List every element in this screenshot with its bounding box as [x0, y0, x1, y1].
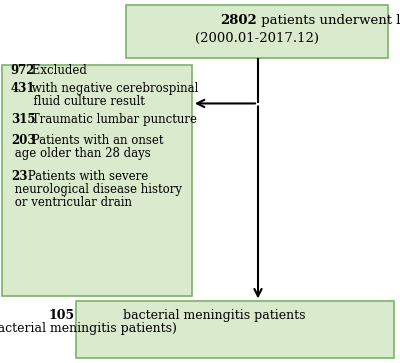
Text: 315: 315	[11, 113, 35, 126]
FancyBboxPatch shape	[2, 65, 192, 296]
Text: Patients with an onset: Patients with an onset	[28, 134, 164, 147]
Text: Traumatic lumbar puncture: Traumatic lumbar puncture	[28, 113, 198, 126]
Text: 972: 972	[11, 64, 35, 77]
Text: bacterial meningitis patients: bacterial meningitis patients	[118, 309, 305, 322]
Text: fluid culture result: fluid culture result	[11, 95, 145, 108]
Text: or ventricular drain: or ventricular drain	[11, 196, 132, 209]
Text: 431: 431	[11, 82, 35, 95]
Text: patients underwent lumbar puncture: patients underwent lumbar puncture	[257, 14, 400, 26]
Text: Excluded: Excluded	[28, 64, 87, 77]
Text: 105: 105	[48, 309, 74, 322]
FancyBboxPatch shape	[126, 5, 388, 58]
Text: 203: 203	[11, 134, 36, 147]
Text: 2802: 2802	[220, 14, 257, 26]
Text: Patients with severe: Patients with severe	[24, 170, 148, 183]
Text: age older than 28 days: age older than 28 days	[11, 147, 150, 160]
Text: with negative cerebrospinal: with negative cerebrospinal	[28, 82, 199, 95]
FancyBboxPatch shape	[76, 301, 394, 358]
Text: 23: 23	[11, 170, 27, 183]
Text: (2000.01-2017.12): (2000.01-2017.12)	[195, 32, 319, 45]
Text: neurological disease history: neurological disease history	[11, 183, 182, 196]
Text: non bacterial meningitis patients): non bacterial meningitis patients)	[0, 322, 177, 335]
